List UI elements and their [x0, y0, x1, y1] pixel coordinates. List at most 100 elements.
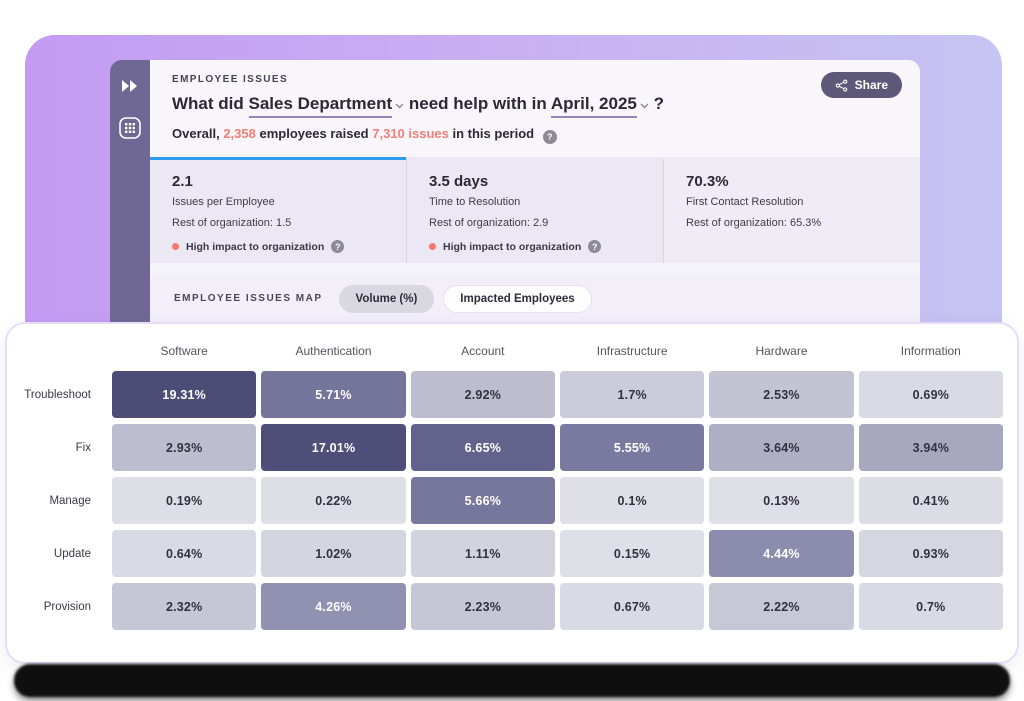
- heatmap-cell[interactable]: 1.7%: [559, 371, 705, 418]
- stat-label: First Contact Resolution: [686, 196, 804, 208]
- heatmap-cell[interactable]: 0.13%: [709, 477, 854, 524]
- heatmap-cell[interactable]: 0.1%: [559, 477, 705, 524]
- heatmap-cell[interactable]: 6.65%: [410, 424, 555, 471]
- department-dropdown[interactable]: Sales Department: [248, 94, 405, 118]
- heatmap-cell[interactable]: 0.69%: [858, 371, 1003, 418]
- summary-post: in this period: [452, 126, 535, 141]
- heatmap-cell[interactable]: 5.55%: [559, 424, 705, 471]
- heatmap-cell[interactable]: 0.19%: [112, 477, 257, 524]
- heatmap-cell[interactable]: 0.15%: [559, 530, 705, 577]
- heatmap-cell[interactable]: 1.02%: [261, 530, 406, 577]
- heatmap-row-label: Troubleshoot: [24, 388, 91, 401]
- heatmap-col-label: Account: [461, 344, 505, 358]
- heatmap-cell[interactable]: 2.22%: [709, 583, 854, 630]
- stat-label: Issues per Employee: [172, 196, 275, 208]
- chevron-down-icon: [395, 103, 404, 109]
- heatmap-row-label: Fix: [75, 441, 91, 454]
- heatmap-cell[interactable]: 1.11%: [410, 530, 555, 577]
- title-middle: need help with in: [408, 94, 547, 113]
- stat-value: 2.1: [172, 173, 193, 190]
- sidebar: [110, 60, 150, 322]
- stat-card[interactable]: 70.3% First Contact Resolution Rest of org…: [663, 157, 920, 263]
- heatmap-col-label: Software: [160, 344, 208, 358]
- stats-row: 2.1 Issues per Employee Rest of organizati…: [150, 157, 920, 263]
- period-dropdown[interactable]: April, 2025: [550, 94, 649, 118]
- heatmap-cell[interactable]: 4.44%: [709, 530, 854, 577]
- help-icon[interactable]: ?: [588, 240, 602, 253]
- help-icon[interactable]: ?: [331, 240, 345, 253]
- issues-map-label: EMPLOYEE ISSUES MAP: [174, 293, 323, 304]
- stat-card[interactable]: 3.5 days Time to Resolution Rest of organi…: [406, 157, 663, 263]
- expand-sidebar-icon[interactable]: [118, 74, 142, 98]
- stat-comparison: Rest of organization: 65.3%: [686, 217, 822, 229]
- map-view-toggle[interactable]: Volume (%): [338, 284, 435, 313]
- heatmap-row-label: Manage: [49, 494, 91, 507]
- heatmap-row-label: Provision: [43, 600, 91, 613]
- heatmap-cell[interactable]: 0.22%: [261, 477, 406, 524]
- heatmap-col-label: Hardware: [755, 344, 808, 358]
- apps-grid-icon[interactable]: [118, 116, 142, 140]
- heatmap-cell[interactable]: 17.01%: [261, 424, 406, 471]
- heatmap-cell[interactable]: 2.23%: [410, 583, 555, 630]
- heatmap-cell[interactable]: 0.64%: [112, 530, 257, 577]
- heatmap-cell[interactable]: 0.7%: [858, 583, 1003, 630]
- heatmap-cell[interactable]: 2.92%: [410, 371, 555, 418]
- stat-value: 3.5 days: [429, 173, 489, 190]
- heatmap-cell[interactable]: 2.32%: [112, 583, 257, 630]
- heatmap-cell[interactable]: 3.64%: [709, 424, 854, 471]
- stat-comparison: Rest of organization: 1.5: [172, 217, 292, 229]
- category-label: EMPLOYEE ISSUES: [172, 74, 289, 85]
- share-button[interactable]: Share: [820, 72, 902, 98]
- heatmap-cell[interactable]: 3.94%: [858, 424, 1003, 471]
- department-value: Sales Department: [248, 94, 393, 118]
- employees-count: 2,358: [223, 126, 256, 141]
- report-header: EMPLOYEE ISSUES Share What did Sales Dep…: [150, 60, 920, 157]
- title-suffix: ?: [653, 94, 664, 113]
- heatmap-cell[interactable]: 2.93%: [112, 424, 257, 471]
- heatmap-cell[interactable]: 5.71%: [261, 371, 406, 418]
- map-view-toggle[interactable]: Impacted Employees: [443, 284, 592, 313]
- heatmap-col-label: Authentication: [295, 344, 372, 358]
- dashboard-content: EMPLOYEE ISSUES Share What did Sales Dep…: [150, 60, 920, 322]
- issues-map-toolbar: EMPLOYEE ISSUES MAP Volume (%) Impacted E…: [150, 275, 920, 322]
- dashboard-window: EMPLOYEE ISSUES Share What did Sales Dep…: [110, 60, 920, 322]
- help-icon[interactable]: ?: [542, 130, 557, 144]
- heatmap-cell[interactable]: 5.66%: [410, 477, 555, 524]
- chevron-down-icon: [640, 103, 649, 109]
- heatmap-row-label: Update: [53, 547, 91, 560]
- heatmap-cell[interactable]: 4.26%: [261, 583, 406, 630]
- stat-comparison: Rest of organization: 2.9: [429, 217, 549, 229]
- heatmap-grid: Software Authentication Account Infrastruct…: [7, 324, 1017, 630]
- summary-line: Overall, 2,358 employees raised 7,310 is…: [172, 126, 900, 144]
- redacted-strip: [14, 664, 1010, 697]
- heatmap-cell[interactable]: 0.41%: [858, 477, 1003, 524]
- impact-dot-icon: [429, 243, 436, 250]
- heatmap-corner: [15, 337, 107, 365]
- heatmap-cell[interactable]: 0.67%: [559, 583, 705, 630]
- share-icon: [835, 79, 847, 91]
- heatmap-panel: Software Authentication Account Infrastruct…: [5, 322, 1019, 664]
- impact-note: High impact to organization?: [172, 240, 386, 253]
- period-value: April, 2025: [550, 94, 637, 118]
- issues-count: 7,310 issues: [372, 126, 449, 141]
- stat-value: 70.3%: [686, 173, 729, 190]
- impact-text: High impact to organization: [186, 240, 325, 253]
- summary-mid: employees raised: [259, 126, 369, 141]
- map-view-toggles: Volume (%) Impacted Employees: [338, 284, 592, 313]
- heatmap-col-label: Information: [900, 344, 961, 358]
- share-label: Share: [854, 78, 888, 92]
- section-divider: [150, 263, 920, 275]
- stat-card[interactable]: 2.1 Issues per Employee Rest of organizati…: [150, 157, 406, 263]
- impact-text: High impact to organization: [443, 240, 582, 253]
- heatmap-cell[interactable]: 2.53%: [709, 371, 854, 418]
- stat-label: Time to Resolution: [429, 196, 521, 208]
- heatmap-cell[interactable]: 19.31%: [112, 371, 257, 418]
- impact-note: High impact to organization?: [429, 240, 643, 253]
- heatmap-col-label: Infrastructure: [596, 344, 668, 358]
- page-title: What did Sales Department need help with…: [172, 94, 900, 118]
- heatmap-cell[interactable]: 0.93%: [858, 530, 1003, 577]
- impact-dot-icon: [172, 243, 179, 250]
- summary-pre: Overall,: [172, 126, 220, 141]
- title-prefix: What did: [172, 94, 244, 113]
